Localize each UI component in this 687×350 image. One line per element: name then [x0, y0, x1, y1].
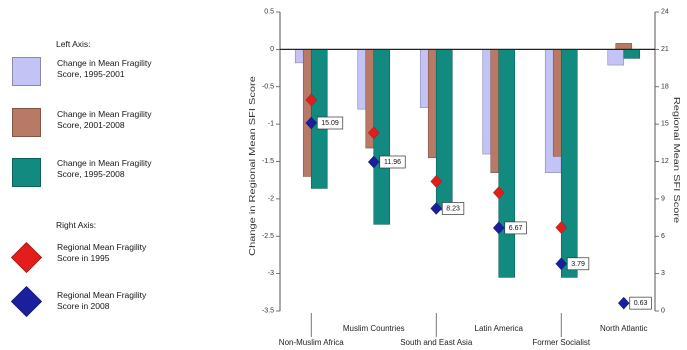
legend-swatch-change-1995-2008: [12, 158, 41, 187]
y-tick-label: 0.5: [264, 9, 274, 16]
legend-diamond-score-2008: [11, 286, 42, 317]
bar-former-socialist-series-3: [560, 49, 578, 278]
y-tick-label: -1.5: [262, 158, 274, 165]
legend-label-change-1995-2001: Change in Mean Fragility Score, 1995-200…: [57, 58, 152, 79]
bar-latin-america-series-3: [498, 49, 516, 278]
y2-tick-label: 0: [661, 308, 665, 315]
data-label-box-muslim-countries: [379, 155, 406, 169]
data-label-south-and-east-asia: 8.23: [446, 205, 460, 212]
marker-latin-america-series-5: [492, 221, 505, 235]
marker-muslim-countries-series-4: [367, 126, 380, 140]
y-tick-label: -1: [268, 121, 274, 128]
marker-former-socialist-series-5: [555, 257, 568, 271]
y-tick-label: -3: [268, 270, 274, 277]
data-label-box-former-socialist: [566, 257, 590, 271]
y-tick-label: -3.5: [262, 308, 274, 315]
data-label-muslim-countries: 11.96: [384, 159, 401, 166]
data-label-latin-america: 6.67: [509, 225, 523, 232]
y2-tick-label: 3: [661, 270, 665, 277]
axes: 0.5 0 -0.5 -1 -1.5 -2 -2.5 -3 -3.5 24 21 18 15 12 9 6 3 0…: [262, 9, 669, 348]
y2-tick-label: 18: [661, 83, 669, 90]
legend-label-change-2001-2008: Change in Mean Fragility Score, 2001-200…: [57, 109, 152, 130]
marker-south-and-east-asia-series-4: [430, 175, 443, 188]
x-tick-label-latin-america: Latin America: [475, 324, 524, 333]
bars: [294, 43, 641, 278]
y2-tick-label: 6: [661, 233, 665, 240]
marker-former-socialist-series-4: [555, 221, 568, 234]
legend-right-axis-header: Right Axis:: [56, 220, 97, 230]
data-label-non-muslim-africa: 15.09: [321, 120, 339, 127]
marker-latin-america-series-4: [492, 186, 505, 200]
legend-label-score-1995: Regional Mean Fragility Score in 1995: [57, 242, 147, 263]
marker-south-and-east-asia-series-5: [430, 202, 443, 215]
y2-tick-label: 24: [661, 9, 669, 16]
red-diamond-icon: [11, 242, 42, 273]
marker-north-atlantic-series-5: [617, 296, 630, 310]
marker-muslim-countries-series-5: [367, 155, 380, 169]
bar-south-and-east-asia-series-3: [435, 49, 453, 211]
x-tick-label-non-muslim-africa: Non-Muslim Africa: [279, 338, 344, 347]
data-label-box-non-muslim-africa: [316, 116, 344, 130]
legend: Left Axis: Change in Mean Fragility Scor…: [0, 0, 200, 350]
y-tick-label: 0: [270, 46, 274, 53]
y2-tick-label: 12: [661, 158, 669, 165]
x-tick-label-muslim-countries: Muslim Countries: [343, 324, 405, 333]
data-label-box-north-atlantic: [629, 296, 652, 310]
data-label-former-socialist: 3.79: [571, 261, 585, 268]
x-tick-label-north-atlantic: North Atlantic: [600, 324, 648, 333]
data-label-north-atlantic: 0.63: [634, 300, 648, 307]
markers: [305, 93, 630, 310]
marker-non-muslim-africa-series-4: [305, 93, 318, 107]
bar-north-atlantic-series-2: [615, 43, 633, 50]
bar-north-atlantic-series-3: [623, 49, 641, 59]
legend-label-change-1995-2008: Change in Mean Fragility Score, 1995-200…: [57, 158, 152, 179]
y2-tick-label: 15: [661, 121, 669, 128]
data-label-box-latin-america: [504, 221, 527, 235]
y2-tick-label: 9: [661, 195, 665, 202]
y-tick-label: -2.5: [262, 233, 274, 240]
data-labels: 15.09 11.96 8.23 6.67 3.79 0.63: [316, 116, 652, 310]
legend-label-score-2008: Regional Mean Fragility Score in 2008: [57, 290, 147, 311]
y2-tick-label: 21: [661, 46, 669, 53]
y-tick-label: -0.5: [262, 83, 274, 90]
legend-diamond-score-1995: [11, 242, 42, 273]
legend-left-axis-header: Left Axis:: [56, 39, 91, 49]
marker-non-muslim-africa-series-5: [305, 116, 318, 130]
data-label-box-south-and-east-asia: [441, 202, 465, 215]
blue-diamond-icon: [11, 286, 42, 317]
y2-axis-title: Regional Mean SFI Score: [671, 97, 680, 224]
bar-muslim-countries-series-3: [373, 49, 391, 225]
bar-north-atlantic-series-1: [607, 49, 625, 66]
legend-swatch-change-1995-2001: [12, 57, 41, 86]
legend-swatch-change-2001-2008: [12, 108, 41, 137]
y-tick-label: -2: [268, 195, 274, 202]
x-tick-label-former-socialist: Former Socialist: [532, 338, 591, 347]
y-axis-title: Change in Regional Mean SFI Score: [248, 76, 257, 256]
x-tick-label-south-and-east-asia: South and East Asia: [400, 338, 473, 347]
